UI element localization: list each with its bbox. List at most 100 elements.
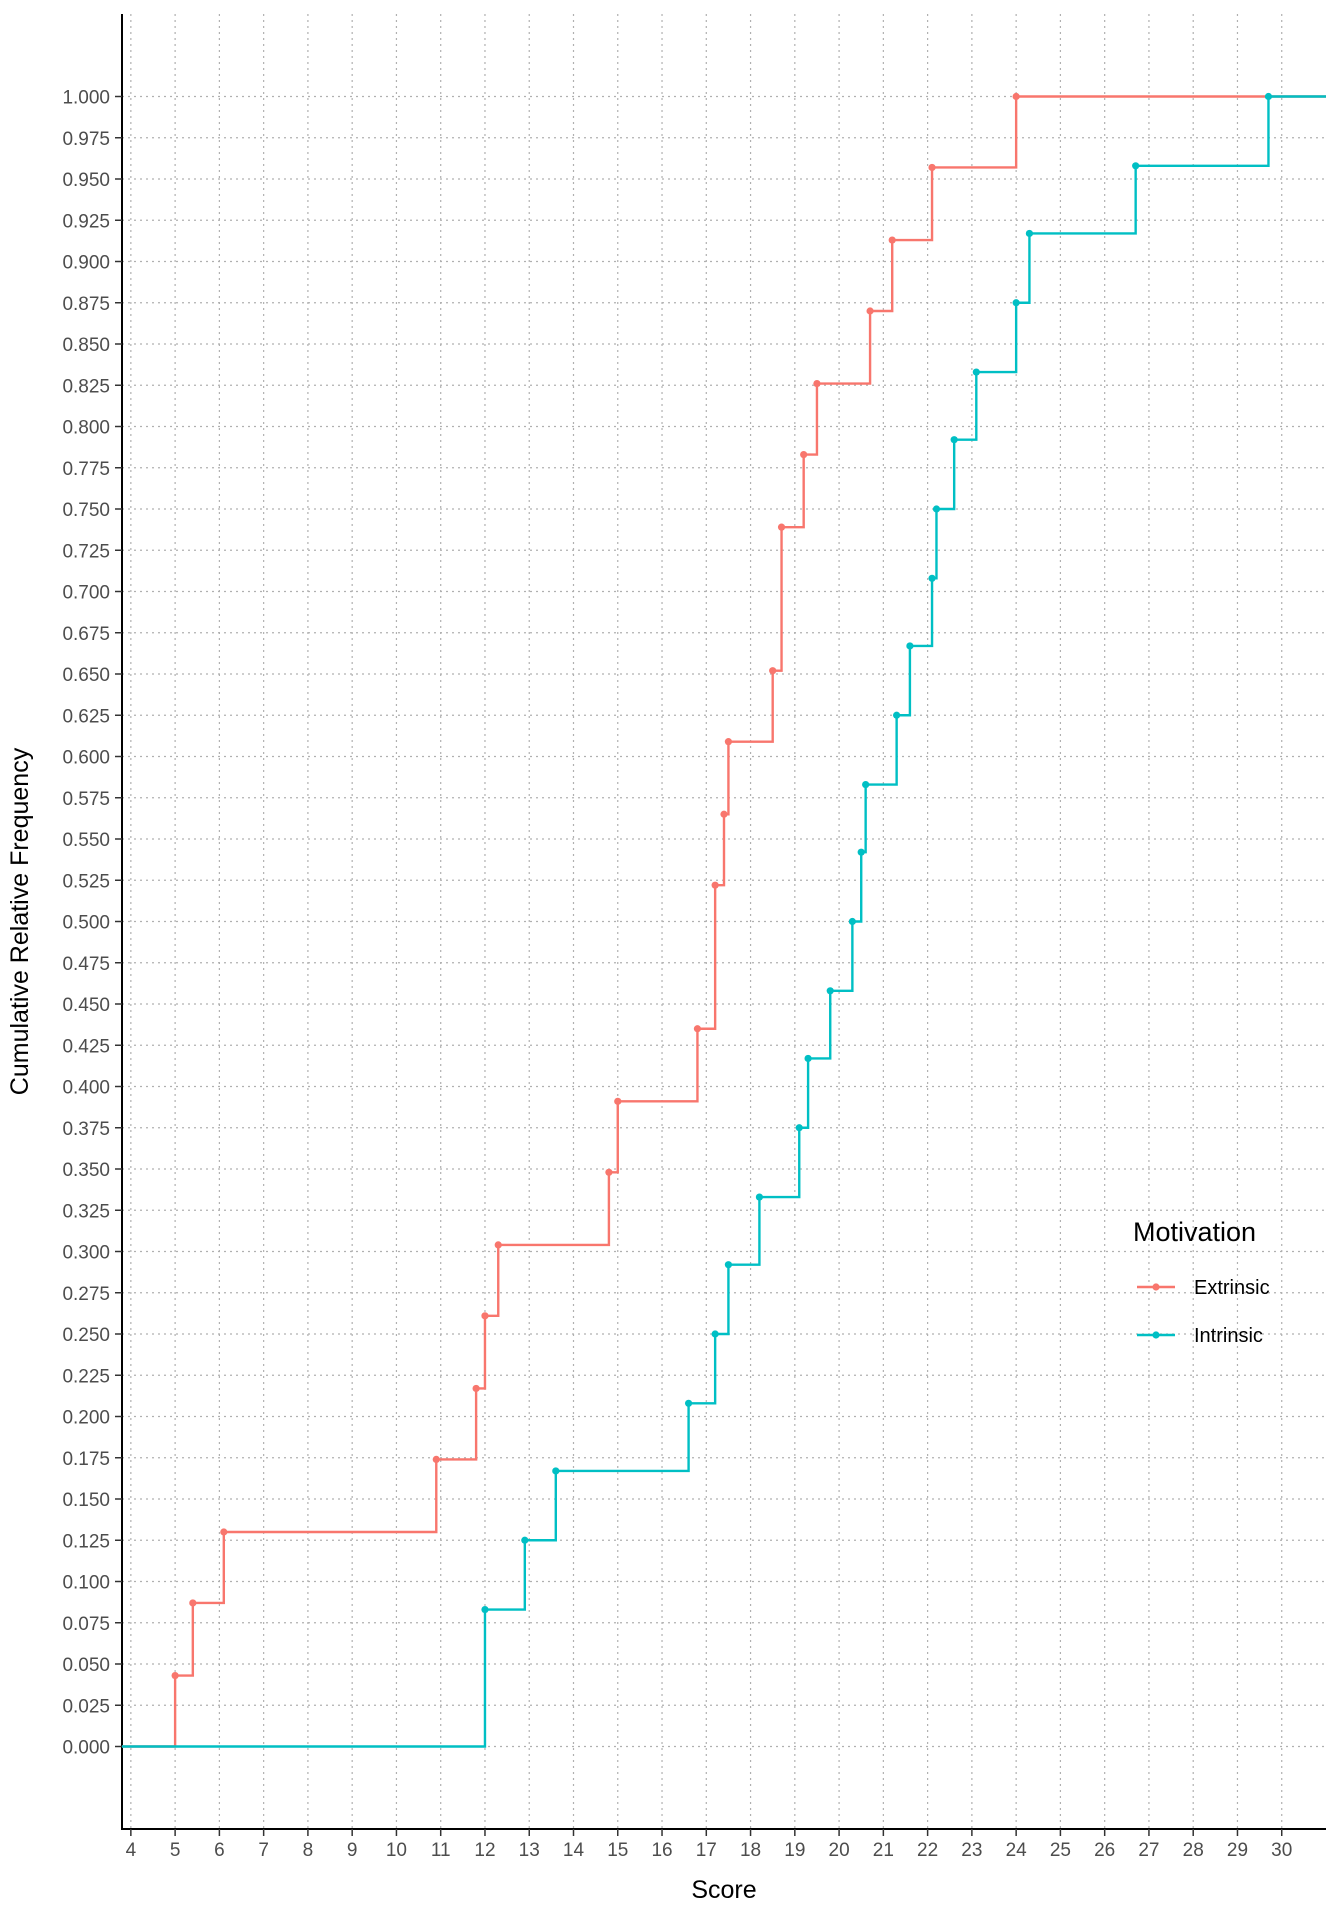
data-point: [481, 1605, 489, 1614]
y-tick-label: 0.575: [62, 789, 110, 810]
y-tick-label: 0.050: [62, 1655, 110, 1676]
legend-key-point: [1152, 1283, 1160, 1291]
axes: [115, 14, 1326, 1836]
y-tick-label: 0.375: [62, 1119, 110, 1140]
y-tick-label: 0.850: [62, 335, 110, 356]
y-tick-label: 0.875: [62, 294, 110, 315]
legend-key-point: [1152, 1331, 1160, 1339]
x-tick-label: 30: [1271, 1840, 1292, 1861]
y-tick-label: 0.450: [62, 995, 110, 1016]
data-point: [862, 780, 870, 789]
x-tick-label: 6: [214, 1840, 225, 1861]
data-point: [432, 1455, 440, 1463]
y-tick-label: 0.950: [62, 170, 110, 191]
x-tick-label: 11: [431, 1840, 451, 1861]
data-point: [972, 368, 980, 376]
data-point: [906, 642, 914, 650]
data-point: [189, 1599, 197, 1607]
x-axis-title: Score: [691, 1876, 756, 1904]
data-point: [472, 1384, 480, 1393]
y-tick-label: 0.025: [62, 1696, 110, 1717]
data-point: [724, 1261, 733, 1269]
data-point: [605, 1168, 613, 1176]
x-tick-label: 22: [917, 1840, 938, 1861]
legend-label: Extrinsic: [1194, 1277, 1270, 1299]
legend: Motivation Extrinsic Intrinsic: [1133, 1217, 1270, 1347]
x-tick-label: 25: [1050, 1840, 1071, 1861]
x-tick-label: 27: [1138, 1840, 1159, 1861]
y-tick-label: 0.525: [62, 871, 110, 892]
x-tick-label: 9: [347, 1840, 358, 1861]
series-extrinsic: [122, 92, 1326, 1748]
y-tick-label: 0.225: [62, 1366, 110, 1387]
x-tick-label: 12: [474, 1840, 495, 1861]
data-point: [724, 738, 733, 746]
data-point: [848, 917, 856, 926]
x-tick-label: 23: [961, 1840, 982, 1861]
data-point: [932, 505, 941, 513]
y-tick-label: 0.500: [62, 913, 110, 934]
y-tick-label: 0.325: [62, 1201, 110, 1222]
y-tick-label: 0.475: [62, 954, 110, 975]
data-point: [1264, 92, 1273, 101]
data-point: [684, 1399, 693, 1407]
legend-title: Motivation: [1133, 1217, 1256, 1247]
data-point: [481, 1312, 489, 1320]
y-tick-label: 0.275: [62, 1284, 110, 1305]
data-point: [755, 1193, 764, 1201]
x-tick-label: 4: [126, 1840, 137, 1861]
x-tick-label: 14: [563, 1840, 585, 1861]
data-point: [888, 236, 896, 244]
x-tick-label: 29: [1227, 1840, 1248, 1861]
data-point: [521, 1536, 529, 1544]
x-tick-label: 8: [303, 1840, 314, 1861]
x-tick-label: 24: [1006, 1840, 1028, 1861]
legend-label: Intrinsic: [1194, 1325, 1263, 1347]
data-point: [826, 987, 834, 995]
data-point: [171, 1671, 179, 1680]
legend-item-extrinsic: Extrinsic: [1137, 1277, 1270, 1299]
data-point: [928, 574, 936, 582]
series-layer: [122, 92, 1326, 1748]
series-intrinsic: [122, 92, 1326, 1748]
y-tick-label: 0.625: [62, 706, 110, 727]
y-tick-label: 0.400: [62, 1078, 110, 1099]
y-tick-label: 0.350: [62, 1160, 110, 1181]
x-tick-label: 21: [873, 1840, 894, 1861]
x-tick-label: 20: [829, 1840, 850, 1861]
y-tick-label: 0.775: [62, 459, 110, 480]
data-point: [711, 881, 719, 889]
grid-lines: [122, 14, 1326, 1829]
data-point: [777, 523, 786, 531]
x-tick-label: 13: [519, 1840, 540, 1861]
data-point: [1025, 229, 1034, 238]
y-tick-label: 0.600: [62, 748, 110, 769]
x-tick-label: 5: [170, 1840, 181, 1861]
data-point: [769, 667, 777, 675]
y-tick-label: 0.700: [62, 583, 110, 604]
x-tick-label: 26: [1094, 1840, 1115, 1861]
data-point: [795, 1124, 803, 1132]
y-tick-label: 0.300: [62, 1243, 110, 1264]
y-tick-label: 0.900: [62, 253, 110, 274]
data-point: [893, 711, 901, 719]
y-tick-label: 0.250: [62, 1325, 110, 1346]
data-point: [1132, 162, 1140, 170]
data-point: [950, 436, 958, 444]
data-point: [552, 1467, 560, 1475]
y-tick-label: 0.925: [62, 211, 110, 232]
x-tick-label: 16: [651, 1840, 672, 1861]
data-point: [494, 1241, 502, 1249]
x-tick-label: 10: [386, 1840, 407, 1861]
y-tick-label: 0.750: [62, 500, 110, 521]
data-point: [866, 307, 874, 315]
y-tick-label: 0.975: [62, 129, 110, 150]
data-point: [614, 1097, 622, 1105]
x-tick-label: 15: [607, 1840, 628, 1861]
y-tick-label: 0.800: [62, 418, 110, 439]
y-tick-label: 0.100: [62, 1573, 110, 1594]
y-tick-label: 1.000: [62, 88, 110, 109]
series-line-intrinsic: [122, 95, 1326, 1748]
